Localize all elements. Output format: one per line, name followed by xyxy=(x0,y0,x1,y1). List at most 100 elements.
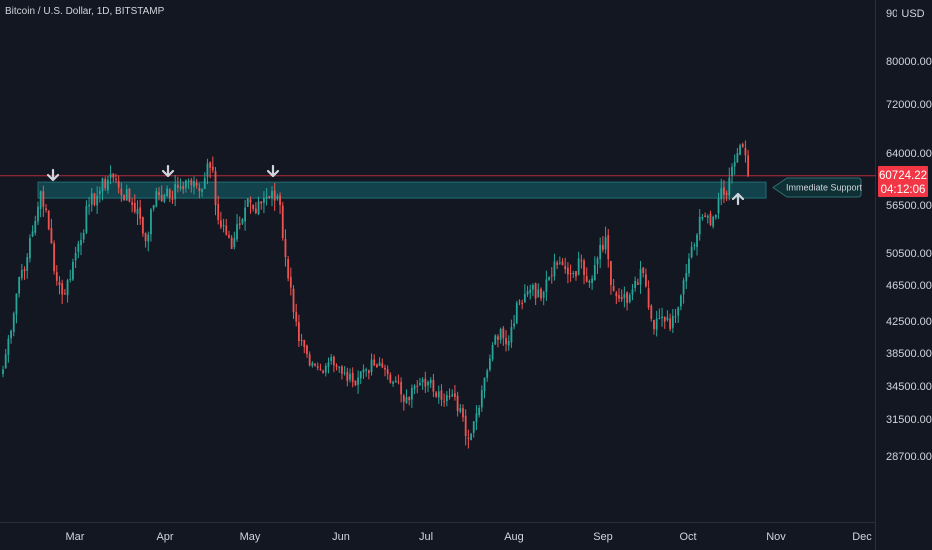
candle-body xyxy=(37,206,39,222)
candle-body xyxy=(658,317,661,319)
candle-body xyxy=(467,437,470,439)
candle-body xyxy=(287,258,290,279)
candle-body xyxy=(80,239,82,246)
candle-body xyxy=(174,184,177,200)
candle-body xyxy=(642,267,645,273)
candle-body xyxy=(733,162,736,167)
candle-body xyxy=(20,270,23,279)
candle-body xyxy=(615,292,618,297)
candle-body xyxy=(365,369,368,371)
candle-body xyxy=(523,294,526,303)
candle-body xyxy=(470,434,472,441)
candle-body xyxy=(316,366,319,368)
down-arrow-icon xyxy=(161,164,175,178)
candle-body xyxy=(332,356,335,366)
candle-body xyxy=(553,261,556,277)
candle-body xyxy=(104,179,107,189)
candle-body xyxy=(628,294,631,303)
candle-body xyxy=(618,295,620,299)
candle-body xyxy=(2,369,4,375)
candle-body xyxy=(160,194,163,202)
support-callout[interactable]: Immediate Support xyxy=(772,177,863,198)
time-axis[interactable]: Mar Apr May Jun Jul Aug Sep Oct Nov Dec xyxy=(66,531,873,543)
candle-body xyxy=(281,205,284,239)
candle-body xyxy=(494,335,497,345)
candle-body xyxy=(389,374,392,383)
candle-body xyxy=(666,317,669,321)
candle-body xyxy=(607,235,610,260)
candle-body xyxy=(82,232,85,240)
x-tick-label: Mar xyxy=(66,531,85,543)
candle-body xyxy=(222,225,225,226)
candle-body xyxy=(357,377,359,385)
candle-body xyxy=(343,372,346,374)
candle-body xyxy=(548,277,550,280)
candle-body xyxy=(537,289,540,298)
candle-body xyxy=(432,380,435,392)
y-tick-label: 72000.00 xyxy=(886,99,932,111)
candle-body xyxy=(7,338,10,355)
candle-body xyxy=(327,362,330,368)
candle-body xyxy=(397,381,400,383)
candle-body xyxy=(647,288,650,308)
candle-body xyxy=(150,209,152,235)
candle-body xyxy=(63,293,66,295)
candle-body xyxy=(634,281,637,288)
candle-body xyxy=(564,266,567,269)
candle-body xyxy=(569,273,572,275)
candle-body xyxy=(93,193,96,205)
candle-body xyxy=(580,260,583,262)
candle-body xyxy=(349,373,351,380)
candle-body xyxy=(448,396,451,398)
candle-body xyxy=(510,327,513,343)
x-tick-label: Nov xyxy=(766,531,786,543)
candle-body xyxy=(736,153,739,163)
candle-body xyxy=(480,390,483,408)
candle-body xyxy=(45,208,47,211)
support-zone[interactable] xyxy=(37,181,767,199)
price-axis[interactable]: 28700.00 31500.00 34500.00 38500.00 42500.00… xyxy=(886,56,932,463)
candle-body xyxy=(39,191,42,209)
candle-body xyxy=(85,205,88,233)
candle-body xyxy=(72,261,74,280)
y-tick-label: 50500.00 xyxy=(886,248,932,260)
y-tick-label: 38500.00 xyxy=(886,348,932,360)
candle-body xyxy=(338,366,341,369)
candle-body xyxy=(413,385,416,390)
candle-body xyxy=(661,316,663,318)
x-tick-label: Jun xyxy=(332,531,350,543)
candles xyxy=(2,140,750,449)
candle-body xyxy=(558,262,561,264)
candle-body xyxy=(505,338,507,345)
candle-body xyxy=(198,187,201,192)
candle-body xyxy=(685,273,688,282)
candle-body xyxy=(518,301,521,303)
last-price-tag-bg xyxy=(878,166,928,197)
candle-body xyxy=(308,354,311,366)
candle-body xyxy=(203,177,206,189)
candle-body xyxy=(572,273,575,274)
candle-body xyxy=(424,378,427,387)
candle-body xyxy=(10,330,12,339)
candle-body xyxy=(298,322,300,341)
currency-label-group[interactable]: 90 USD xyxy=(886,4,929,22)
candle-body xyxy=(690,246,693,258)
candle-body xyxy=(217,204,220,220)
candle-body xyxy=(141,216,144,234)
candle-body xyxy=(593,265,596,281)
currency-label[interactable]: USD xyxy=(901,8,924,20)
candle-body xyxy=(723,187,725,195)
candle-body xyxy=(620,296,623,300)
candle-body xyxy=(362,369,365,373)
candle-body xyxy=(408,397,411,401)
candle-body xyxy=(583,260,585,275)
candle-body xyxy=(445,395,448,402)
candle-body xyxy=(507,341,510,346)
candle-body xyxy=(550,275,553,277)
candle-body xyxy=(376,364,378,368)
y-tick-label: 42500.00 xyxy=(886,316,932,328)
candle-body xyxy=(682,280,685,295)
candle-body xyxy=(163,194,166,202)
candle-body xyxy=(502,328,505,338)
